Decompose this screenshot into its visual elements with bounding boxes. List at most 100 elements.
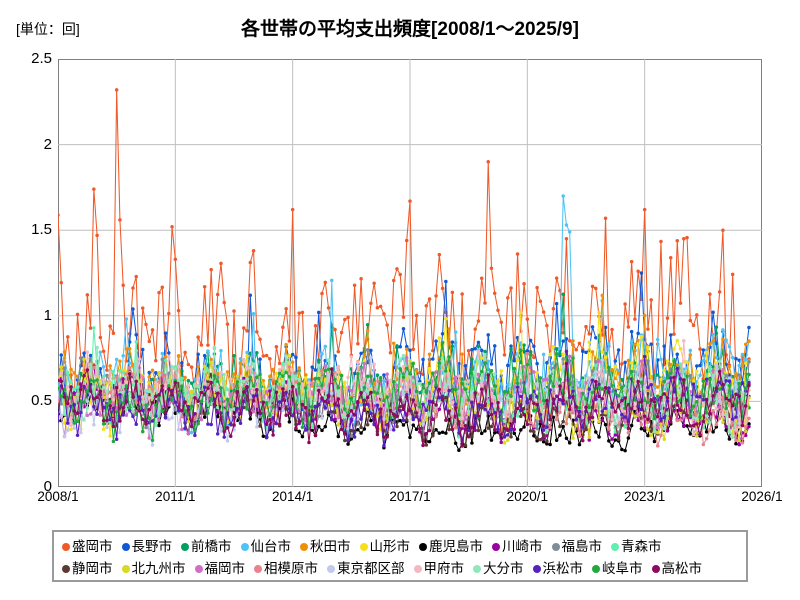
data-point (701, 442, 706, 447)
legend-item-岐阜市[interactable]: 岐阜市 (592, 562, 643, 576)
data-point (303, 405, 308, 410)
legend-item-大分市[interactable]: 大分市 (473, 562, 524, 576)
data-point (538, 437, 543, 442)
data-point (711, 430, 715, 434)
data-point (734, 415, 738, 419)
legend-item-川崎市[interactable]: 川崎市 (492, 540, 543, 554)
data-point (98, 413, 103, 417)
legend-item-甲府市[interactable]: 甲府市 (413, 562, 464, 576)
data-point (506, 296, 510, 300)
data-point (633, 414, 637, 418)
data-point (206, 422, 210, 426)
data-point (209, 360, 213, 365)
x-tick-label: 2014/1 (272, 489, 314, 504)
data-point (359, 277, 363, 281)
data-point (359, 382, 363, 387)
data-point (522, 343, 526, 347)
data-point (395, 414, 399, 419)
legend-item-浜松市[interactable]: 浜松市 (532, 562, 583, 576)
data-point (382, 387, 386, 392)
data-point (225, 322, 230, 326)
data-point (528, 353, 533, 357)
data-point (600, 413, 605, 417)
data-point (196, 335, 200, 339)
legend-item-相模原市[interactable]: 相模原市 (254, 562, 318, 576)
legend-item-長野市[interactable]: 長野市 (121, 540, 172, 554)
data-point (479, 369, 484, 374)
x-tick-label: 2011/1 (155, 489, 196, 504)
legend-item-山形市[interactable]: 山形市 (359, 540, 410, 554)
data-point (323, 368, 328, 373)
data-point (685, 413, 689, 417)
data-point (401, 327, 406, 331)
data-point (251, 248, 256, 253)
data-point (108, 434, 112, 438)
data-point (678, 408, 683, 412)
data-point (300, 310, 305, 315)
data-point (310, 405, 314, 409)
data-point (453, 441, 458, 445)
legend-marker-icon (121, 565, 130, 573)
data-point (424, 431, 429, 436)
data-point (160, 285, 165, 289)
data-point (437, 361, 442, 365)
data-point (66, 335, 70, 339)
data-point (460, 381, 464, 386)
data-point (131, 380, 135, 384)
data-point (157, 407, 161, 411)
data-point (163, 410, 168, 414)
data-point (662, 344, 666, 348)
data-point (492, 428, 497, 432)
data-point (176, 393, 181, 398)
legend-item-盛岡市[interactable]: 盛岡市 (62, 540, 113, 554)
data-point (356, 417, 360, 421)
legend-item-福岡市[interactable]: 福岡市 (194, 562, 245, 576)
data-point (284, 390, 288, 395)
data-point (564, 355, 569, 359)
legend-item-福島市[interactable]: 福島市 (551, 540, 602, 554)
data-point (313, 376, 318, 381)
legend-item-前橋市[interactable]: 前橋市 (181, 540, 232, 554)
data-point (222, 435, 226, 439)
data-point (290, 352, 295, 357)
data-point (431, 400, 435, 405)
data-point (232, 309, 236, 313)
legend-item-秋田市[interactable]: 秋田市 (300, 540, 351, 554)
legend-item-青森市[interactable]: 青森市 (611, 540, 662, 554)
data-point (369, 411, 373, 416)
data-point (450, 340, 455, 344)
data-point (212, 345, 217, 350)
data-point (492, 372, 497, 376)
legend-item-東京都区部[interactable]: 東京都区部 (327, 562, 405, 576)
data-point (623, 425, 627, 429)
legend-item-仙台市[interactable]: 仙台市 (240, 540, 291, 554)
data-point (154, 370, 158, 375)
legend-item-高松市[interactable]: 高松市 (651, 562, 702, 576)
legend-marker-icon (651, 565, 660, 573)
data-point (343, 418, 347, 423)
data-point (483, 352, 487, 357)
data-point (215, 292, 220, 297)
data-point (580, 391, 585, 396)
data-point (672, 404, 676, 409)
data-point (189, 404, 194, 409)
data-point (626, 325, 631, 329)
legend-item-鹿児島市[interactable]: 鹿児島市 (419, 540, 483, 554)
data-point (290, 368, 295, 372)
legend-marker-icon (413, 565, 422, 573)
data-point (375, 414, 380, 418)
data-point (466, 348, 471, 353)
data-point (382, 312, 386, 316)
data-point (652, 382, 657, 387)
data-point (473, 410, 477, 415)
data-point (708, 366, 712, 371)
data-point (659, 395, 663, 400)
data-point (447, 371, 451, 376)
data-point (212, 373, 217, 378)
data-point (717, 416, 722, 421)
data-point (255, 425, 259, 429)
legend-item-北九州市[interactable]: 北九州市 (121, 562, 186, 576)
data-point (532, 401, 536, 406)
legend-item-静岡市[interactable]: 静岡市 (62, 562, 113, 576)
data-point (424, 383, 429, 388)
